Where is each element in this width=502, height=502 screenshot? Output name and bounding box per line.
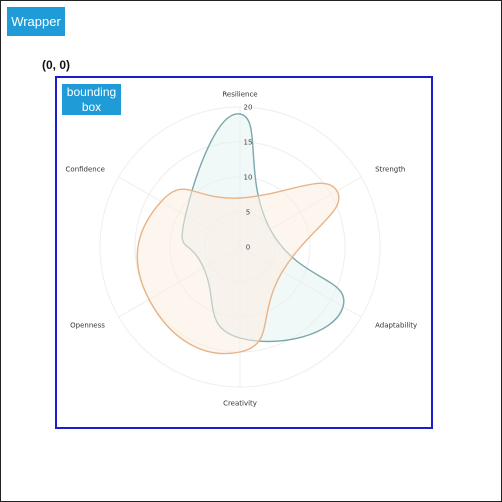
axis-labels: Resilience Strength Adaptability Creativity… [66, 91, 418, 408]
tick-label-2: 10 [244, 174, 253, 182]
axis-label-confidence: Confidence [66, 166, 105, 174]
bounding-box-tag-line-0: bounding [66, 85, 117, 99]
axis-label-resilience: Resilience [222, 91, 257, 99]
radial-ticks: 0 5 10 15 20 [244, 104, 253, 252]
bounding-box-tag-line-1: box [81, 100, 102, 114]
axis-label-openness: Openness [70, 322, 105, 330]
series-1-area [136, 182, 340, 355]
tick-label-1: 5 [246, 209, 250, 217]
wrapper-tag: Wrapper [7, 7, 65, 36]
tick-label-3: 15 [244, 139, 253, 147]
axis-label-strength: Strength [375, 166, 405, 174]
origin-label: (0, 0) [42, 58, 71, 72]
bounding-box [55, 76, 433, 429]
bounding-box-tag-line: bounding box [62, 85, 121, 115]
axis-label-adaptability: Adaptability [375, 322, 417, 330]
tick-label-0: 0 [246, 244, 250, 252]
bounding-box-tag: bounding box [62, 84, 121, 115]
radar-series [136, 113, 345, 355]
tick-label-4: 20 [244, 104, 253, 112]
axis-label-creativity: Creativity [223, 400, 257, 408]
